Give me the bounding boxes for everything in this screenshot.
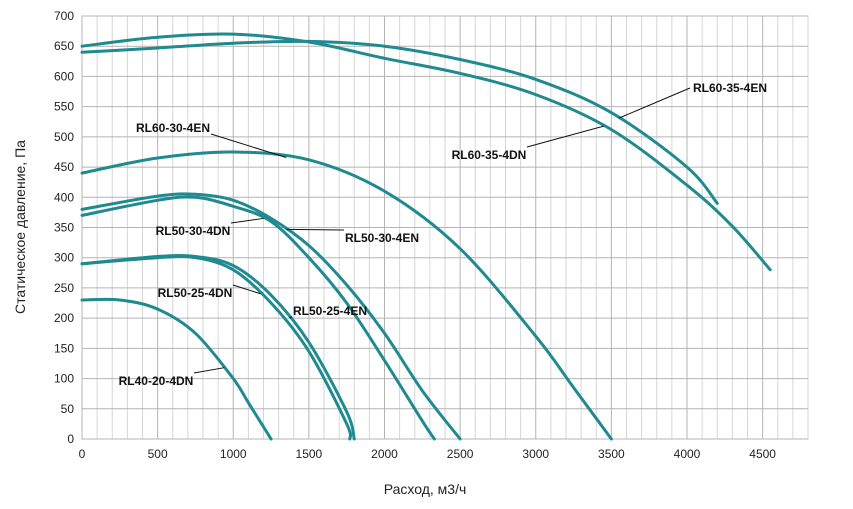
x-tick-label: 1000 (220, 447, 247, 461)
curve-rl40-20-4dn (80, 297, 273, 441)
y-axis-ticks: 0 50 100 150 200 250 300 350 400 450 500 550 600 650 7… (54, 9, 74, 446)
x-tick-label: 0 (79, 447, 86, 461)
x-tick-label: 3000 (522, 447, 549, 461)
curve-rl50-25-4dn (80, 255, 353, 441)
y-tick-label: 500 (54, 130, 74, 144)
y-tick-label: 700 (54, 9, 74, 23)
x-tick-label: 4500 (749, 447, 776, 461)
label-leader (289, 316, 293, 319)
label-leader (526, 125, 604, 148)
label-leader (230, 217, 264, 224)
curves (80, 32, 772, 441)
y-tick-label: 150 (54, 341, 74, 355)
y-tick-label: 450 (54, 160, 74, 174)
y-tick-label: 650 (54, 39, 74, 53)
y-tick-label: 200 (54, 311, 74, 325)
y-tick-label: 600 (54, 69, 74, 83)
curve-label: RL50-25-4EN (293, 304, 367, 318)
curve-rl60-35-4dn (80, 32, 772, 272)
x-axis-title: Расход, м3/ч (384, 481, 467, 497)
x-tick-label: 3500 (598, 447, 625, 461)
y-tick-label: 350 (54, 221, 74, 235)
curve-label: RL40-20-4DN (119, 374, 194, 388)
x-tick-label: 4000 (674, 447, 701, 461)
curve-label: RL60-35-4EN (693, 81, 767, 95)
x-tick-label: 1500 (296, 447, 323, 461)
label-leader (286, 228, 345, 231)
curve-label: RL60-35-4DN (452, 148, 527, 162)
curve-label: RL50-30-4EN (345, 231, 419, 245)
x-axis-ticks: 0 500 1000 1500 2000 2500 3000 3500 4000 4500 (79, 447, 777, 461)
x-tick-label: 500 (148, 447, 168, 461)
x-tick-label: 2000 (371, 447, 398, 461)
curve-label: RL50-30-4DN (156, 224, 231, 238)
curve-label: RL60-30-4EN (136, 121, 210, 135)
x-tick-label: 2500 (447, 447, 474, 461)
label-leader (193, 367, 225, 374)
curve-rl60-35-4en (80, 39, 719, 205)
y-tick-label: 250 (54, 281, 74, 295)
y-tick-label: 50 (61, 402, 75, 416)
curve-rl50-30-4en (80, 192, 462, 441)
curve-rl60-30-4en (80, 150, 613, 441)
curve-rl50-25-4en (80, 253, 356, 441)
y-tick-label: 550 (54, 100, 74, 114)
curve-rl50-30-4dn (80, 195, 436, 441)
y-tick-label: 0 (67, 432, 74, 446)
y-tick-label: 400 (54, 190, 74, 204)
y-axis-title: Статическое давление, Па (12, 140, 28, 314)
label-leader (210, 133, 287, 158)
curve-label: RL50-25-4DN (158, 286, 233, 300)
label-leader (232, 284, 261, 295)
label-leader (618, 87, 691, 119)
curve-labels: RL60-35-4EN RL60-35-4DN RL60-30-4EN RL50-30… (119, 81, 767, 388)
y-tick-label: 300 (54, 251, 74, 265)
y-tick-label: 100 (54, 372, 74, 386)
